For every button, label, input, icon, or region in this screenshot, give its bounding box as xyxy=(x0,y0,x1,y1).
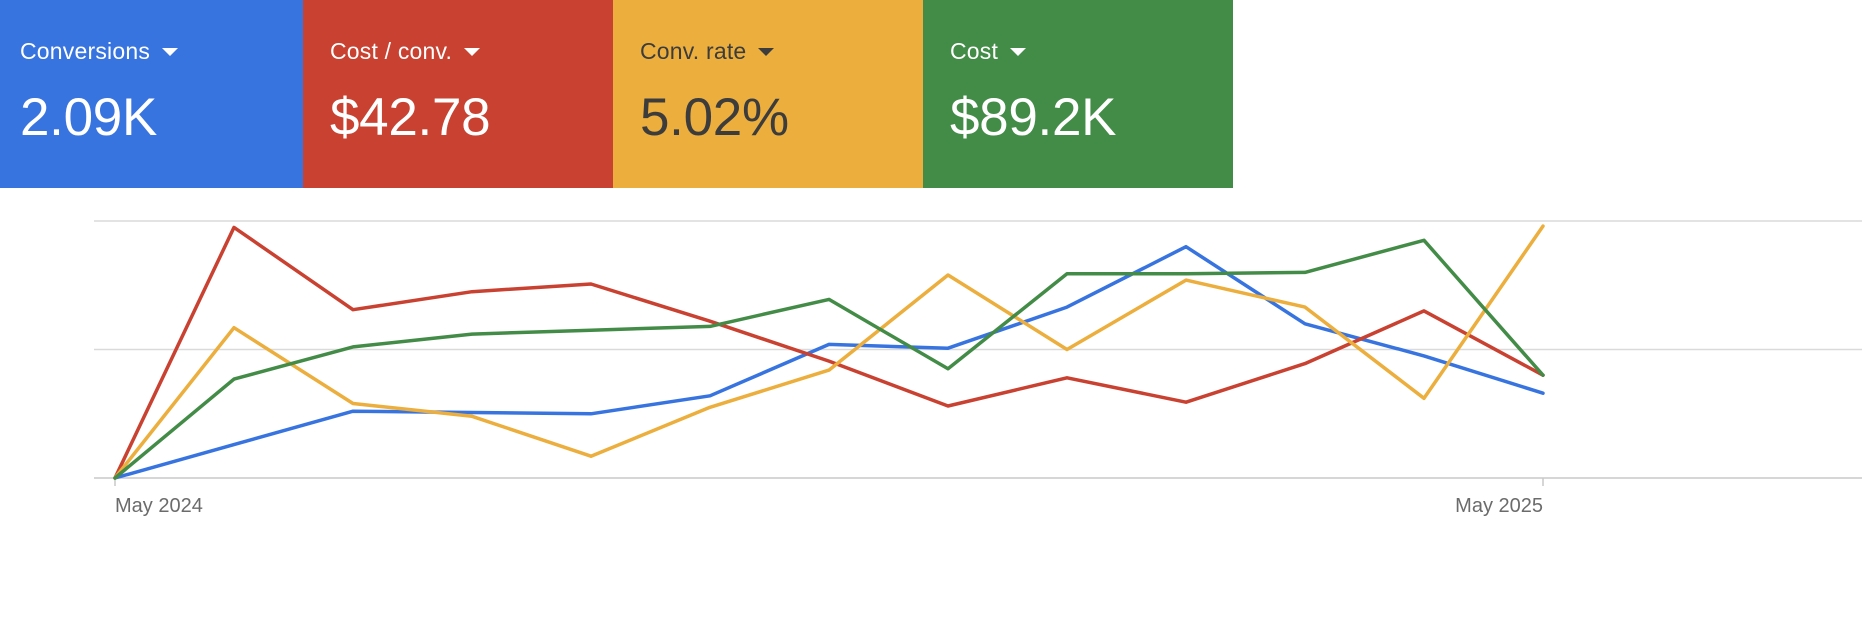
x-axis: May 2024 May 2025 xyxy=(115,495,1543,517)
x-tick-label-end: May 2025 xyxy=(1455,495,1543,517)
scorecard-cost[interactable]: Cost $89.2K xyxy=(923,0,1233,188)
line-chart-svg: May 2024 May 2025 xyxy=(94,220,1862,517)
scorecard-value: 5.02% xyxy=(640,88,789,147)
series-layer xyxy=(113,224,1545,480)
chevron-down-icon[interactable] xyxy=(464,48,481,56)
chevron-down-icon[interactable] xyxy=(758,48,775,56)
scorecard-conversions[interactable]: Conversions 2.09K xyxy=(0,0,303,188)
line-chart: May 2024 May 2025 xyxy=(0,188,1862,638)
chevron-down-icon[interactable] xyxy=(162,48,179,56)
scorecard-label: Conv. rate xyxy=(640,37,747,64)
grid-layer xyxy=(94,220,1862,486)
series-line-cost[interactable] xyxy=(113,238,1545,480)
scorecard-header: Cost / conv. xyxy=(330,34,593,68)
scorecard-label: Cost / conv. xyxy=(330,37,453,64)
scorecard-value: $89.2K xyxy=(950,88,1117,147)
scorecard-value: $42.78 xyxy=(330,88,491,147)
scorecard-conversion-rate[interactable]: Conv. rate 5.02% xyxy=(613,0,923,188)
series-line-conversions[interactable] xyxy=(113,244,1545,480)
series-line-cost-conv[interactable] xyxy=(113,225,1545,480)
scorecard-row: Conversions 2.09K Cost / conv. $42.78 Co… xyxy=(0,0,1233,188)
scorecard-label: Cost xyxy=(950,37,999,64)
scorecard-header: Conv. rate xyxy=(640,34,903,68)
scorecard-header: Conversions xyxy=(20,34,283,68)
scorecard-label: Conversions xyxy=(20,37,151,64)
scorecard-header: Cost xyxy=(950,34,1213,68)
chevron-down-icon[interactable] xyxy=(1010,48,1027,56)
scorecard-value: 2.09K xyxy=(20,88,158,147)
series-line-conv-rate[interactable] xyxy=(113,224,1545,480)
x-tick-label-start: May 2024 xyxy=(115,495,203,517)
scorecard-cost-per-conversion[interactable]: Cost / conv. $42.78 xyxy=(303,0,613,188)
